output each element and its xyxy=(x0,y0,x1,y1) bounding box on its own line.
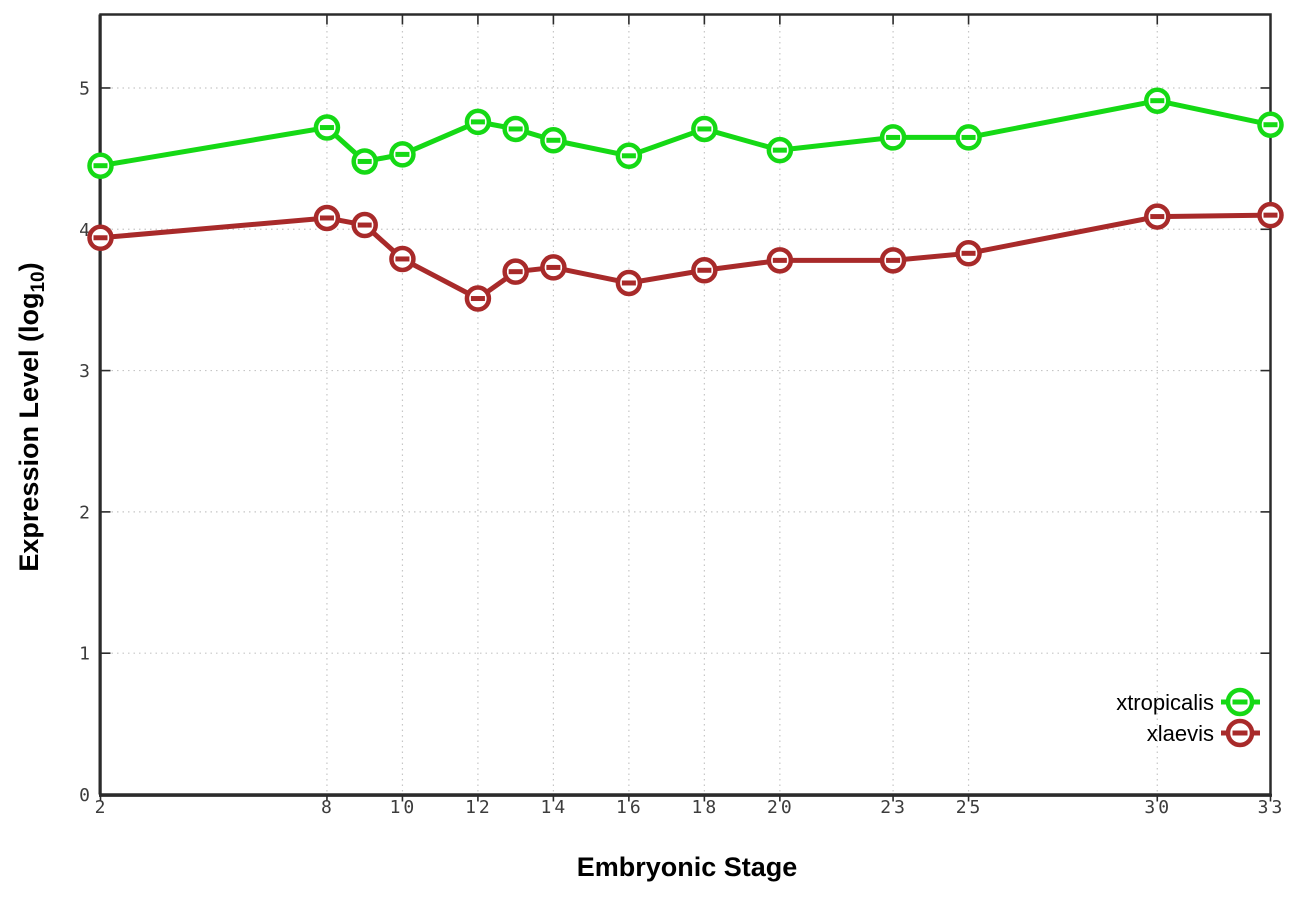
y-axis-title-subscript: 10 xyxy=(28,271,49,292)
x-tick-label-23: 23 xyxy=(880,797,908,818)
y-tick-label-5: 5 xyxy=(79,78,90,99)
legend-label-xtropicalis: xtropicalis xyxy=(1116,690,1214,715)
x-tick-label-2: 2 xyxy=(95,797,109,818)
x-tick-label-25: 25 xyxy=(956,797,984,818)
x-tick-label-33: 33 xyxy=(1258,797,1286,818)
legend-label-xlaevis: xlaevis xyxy=(1147,721,1214,746)
y-tick-label-3: 3 xyxy=(79,361,90,382)
y-axis-title-suffix: ) xyxy=(14,262,44,271)
x-tick-label-30: 30 xyxy=(1144,797,1172,818)
x-tick-label-10: 10 xyxy=(390,797,418,818)
x-tick-label-18: 18 xyxy=(692,797,720,818)
y-axis-title-prefix: Expression Level (log xyxy=(14,293,44,572)
x-tick-label-12: 12 xyxy=(465,797,493,818)
plot-border xyxy=(99,13,1272,796)
y-tick-label-4: 4 xyxy=(79,220,90,241)
x-tick-label-14: 14 xyxy=(541,797,569,818)
legend-entry-xtropicalis: xtropicalis xyxy=(1116,687,1260,717)
y-axis-title: Expression Level (log10) xyxy=(14,262,49,571)
y-tick-label-2: 2 xyxy=(79,502,90,523)
legend-entry-xlaevis: xlaevis xyxy=(1147,718,1260,748)
series-line-xlaevis xyxy=(98,212,1273,302)
x-axis-title: Embryonic Stage xyxy=(577,852,798,882)
series-line-xtropicalis xyxy=(98,98,1273,169)
x-tick-label-20: 20 xyxy=(767,797,795,818)
x-tick-label-8: 8 xyxy=(321,797,335,818)
y-tick-label-0: 0 xyxy=(79,785,90,806)
y-tick-label-1: 1 xyxy=(79,644,90,665)
x-tick-label-16: 16 xyxy=(616,797,644,818)
